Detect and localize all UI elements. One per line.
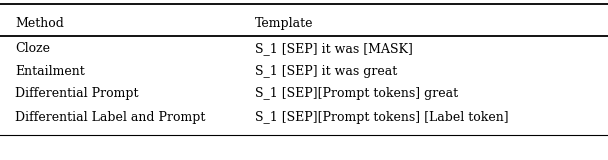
Text: Differential Label and Prompt: Differential Label and Prompt xyxy=(15,111,206,124)
Text: S_1 [SEP] it was great: S_1 [SEP] it was great xyxy=(255,65,398,78)
Text: Differential Prompt: Differential Prompt xyxy=(15,87,139,100)
Text: Method: Method xyxy=(15,17,64,30)
Text: S_1 [SEP][Prompt tokens] great: S_1 [SEP][Prompt tokens] great xyxy=(255,87,458,100)
Text: Entailment: Entailment xyxy=(15,65,85,78)
Text: Cloze: Cloze xyxy=(15,42,50,55)
Text: S_1 [SEP][Prompt tokens] [Label token]: S_1 [SEP][Prompt tokens] [Label token] xyxy=(255,111,509,124)
Text: Template: Template xyxy=(255,17,314,30)
Text: S_1 [SEP] it was [MASK]: S_1 [SEP] it was [MASK] xyxy=(255,42,413,55)
